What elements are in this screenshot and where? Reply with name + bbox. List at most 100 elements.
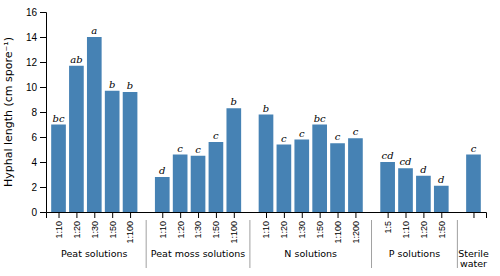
x-tick-mark — [234, 212, 235, 218]
x-tick-mark — [284, 212, 285, 218]
x-tick-label: 1:10 — [261, 221, 271, 239]
y-axis: 0 2 4 6 8 10 12 14 16 — [26, 7, 47, 218]
letter-label: c — [195, 144, 201, 155]
y-tick-mark — [40, 62, 46, 63]
x-tick: 1:50 — [211, 212, 221, 239]
x-tick-mark — [406, 212, 407, 218]
y-tick-mark — [40, 162, 46, 163]
y-tick-label: 2 — [31, 182, 37, 193]
y-tick: 10 — [26, 82, 46, 93]
x-tick: 1:20 — [176, 212, 186, 239]
x-tick-mark — [266, 212, 267, 218]
group-divider — [249, 220, 250, 268]
x-tick: 1:100 — [333, 212, 343, 244]
bar — [51, 125, 66, 213]
x-tick-label: 1:10 — [401, 221, 411, 239]
x-tick-label: 1:100 — [333, 221, 343, 244]
x-tick-label: 1:50 — [108, 221, 118, 239]
y-axis-title: Hyphal length (cm spore⁻¹) — [2, 37, 15, 187]
letter-label: c — [281, 133, 287, 144]
x-tick-label: 1:30 — [193, 221, 203, 239]
x-tick-label: 1:50 — [315, 221, 325, 239]
y-axis-line — [40, 13, 47, 213]
y-tick-mark — [40, 187, 46, 188]
y-tick: 0 — [31, 207, 46, 218]
x-tick-mark — [320, 212, 321, 218]
x-tick-label: 1:100 — [229, 221, 239, 244]
y-tick-label: 10 — [26, 82, 38, 93]
letter-label: b — [263, 103, 269, 114]
y-tick-label: 14 — [26, 32, 38, 43]
group-label: N solutions — [284, 248, 337, 259]
y-tick-mark — [40, 112, 46, 113]
x-tick-mark — [216, 212, 217, 218]
x-tick: 1:20 — [419, 212, 429, 239]
letter-label: a — [91, 25, 97, 36]
group-label: Peat moss solutions — [151, 248, 245, 259]
y-tick: 12 — [26, 57, 46, 68]
group-label: Sterilewater — [458, 248, 489, 269]
letter-label: b — [231, 96, 237, 107]
x-tick-label: 1:30 — [297, 221, 307, 239]
letter-label: bc — [314, 113, 326, 124]
bar — [105, 91, 120, 212]
x-tick: 1:5 — [383, 212, 393, 234]
x-tick-label: 1:100 — [125, 221, 135, 244]
y-tick-label: 12 — [26, 57, 38, 68]
x-tick: 1:50 — [315, 212, 325, 239]
y-tick-label: 8 — [31, 107, 37, 118]
x-tick-mark — [302, 212, 303, 218]
bar — [466, 155, 481, 213]
letter-label: bc — [53, 113, 65, 124]
x-tick-label: 1:20 — [279, 221, 289, 239]
bar — [191, 156, 206, 212]
letter-label: c — [299, 128, 305, 139]
y-tick-mark — [40, 87, 46, 88]
x-tick-mark — [441, 212, 442, 218]
bar — [277, 145, 292, 213]
x-tick-mark — [338, 212, 339, 218]
y-tick-label: 4 — [31, 157, 37, 168]
bars — [51, 37, 481, 212]
x-tick-label: 1:30 — [90, 221, 100, 239]
x-tick: 1:20 — [72, 212, 82, 239]
letter-label: c — [177, 143, 183, 154]
bar — [69, 66, 84, 212]
x-tick: 1:50 — [108, 212, 118, 239]
x-tick: 1:10 — [158, 212, 168, 239]
y-tick-label: 6 — [31, 132, 37, 143]
x-tick: 1:100 — [125, 212, 135, 244]
x-tick-mark — [388, 212, 389, 218]
bar — [380, 162, 395, 212]
letter-label: d — [438, 174, 444, 185]
x-tick-mark — [112, 212, 113, 218]
letter-label: c — [353, 126, 359, 137]
bar — [226, 108, 241, 212]
bar — [398, 168, 413, 212]
letter-label: c — [213, 130, 219, 141]
letter-label: b — [127, 80, 133, 91]
y-tick: 6 — [31, 132, 46, 143]
x-tick-mark — [162, 212, 163, 218]
letter-label: cd — [400, 156, 412, 167]
bar — [155, 177, 170, 212]
letter-label: b — [109, 79, 115, 90]
x-tick-label: 1:20 — [419, 221, 429, 239]
group-divider — [146, 220, 147, 268]
x-axis: 1:10 1:20 1:30 1:50 1:100 1:10 1:20 1:30 1:50 1:1… — [47, 212, 487, 244]
y-tick: 4 — [31, 157, 46, 168]
y-tick: 2 — [31, 182, 46, 193]
x-tick — [473, 212, 474, 218]
x-tick: 1:20 — [279, 212, 289, 239]
y-tick-label: 16 — [26, 7, 38, 18]
letter-label: d — [159, 165, 165, 176]
letter-label: d — [420, 164, 426, 175]
bar — [87, 37, 102, 212]
x-tick-label: 1:10 — [54, 221, 64, 239]
x-tick-mark — [198, 212, 199, 218]
x-tick: 1:50 — [437, 212, 447, 239]
x-tick-label: 1:200 — [351, 221, 361, 244]
bar — [294, 140, 309, 213]
bar — [173, 155, 188, 213]
letter-label: c — [471, 143, 477, 154]
